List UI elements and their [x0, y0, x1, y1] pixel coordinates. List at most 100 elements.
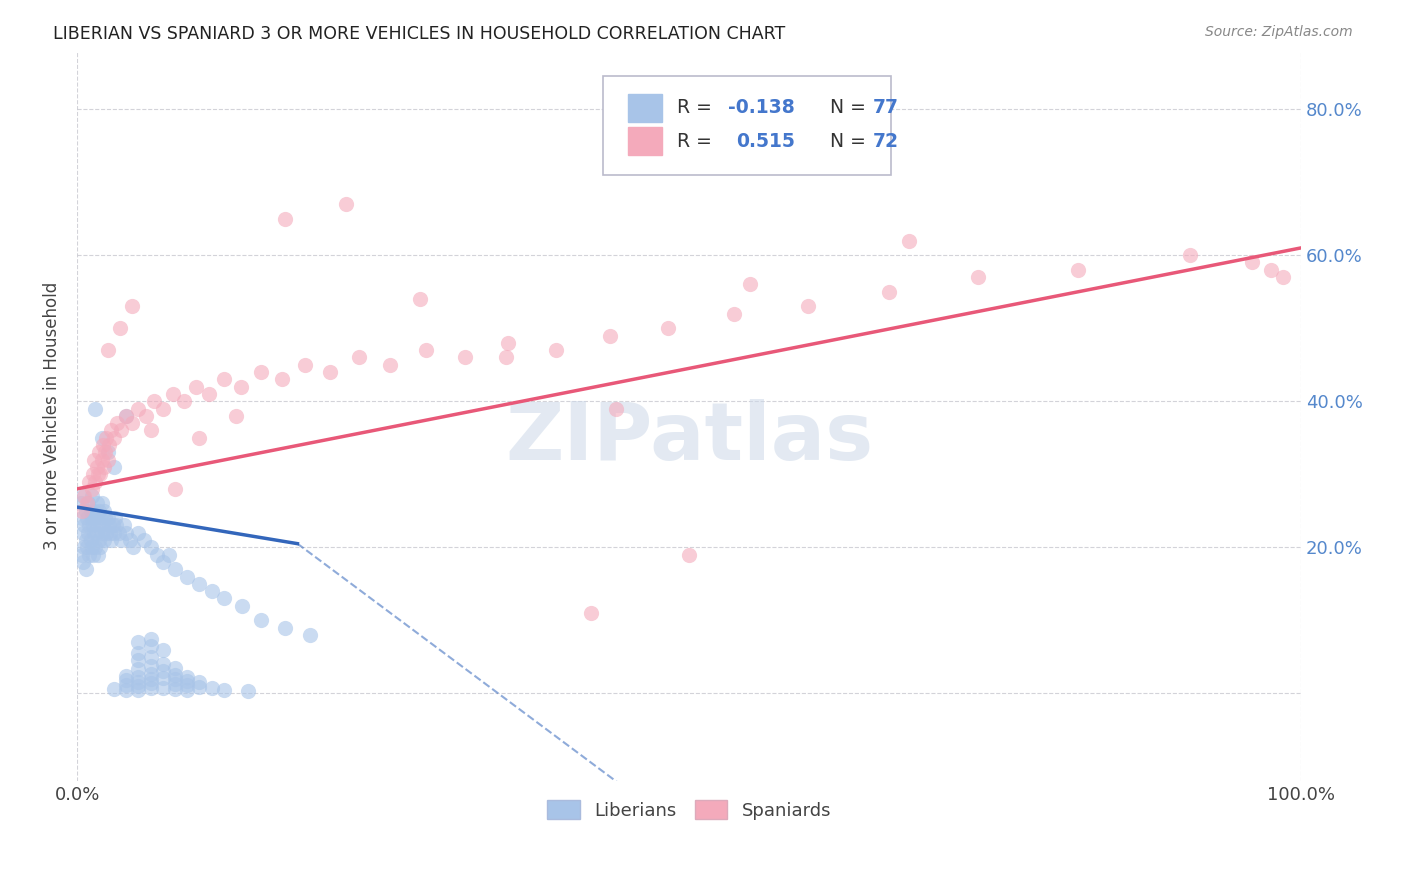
- Point: [1260, 262, 1282, 277]
- Point: [97, 343, 120, 357]
- Point: [122, 541, 145, 555]
- Point: [212, 683, 235, 698]
- Y-axis label: 3 or more Vehicles in Household: 3 or more Vehicles in Household: [44, 282, 60, 550]
- Point: [79, 533, 101, 547]
- Point: [163, 661, 186, 675]
- Point: [91, 518, 114, 533]
- Point: [115, 677, 138, 691]
- Point: [145, 548, 167, 562]
- Point: [105, 518, 128, 533]
- Point: [84, 541, 107, 555]
- Point: [152, 642, 174, 657]
- Point: [134, 533, 156, 547]
- Point: [967, 270, 990, 285]
- Point: [139, 639, 162, 653]
- Point: [75, 504, 97, 518]
- FancyBboxPatch shape: [628, 128, 662, 155]
- Point: [115, 409, 138, 423]
- Text: N =: N =: [818, 98, 872, 117]
- Text: -0.138: -0.138: [728, 98, 794, 117]
- Point: [80, 541, 103, 555]
- Point: [82, 518, 104, 533]
- Point: [152, 657, 174, 672]
- Point: [274, 621, 297, 635]
- Point: [80, 482, 103, 496]
- Point: [198, 387, 221, 401]
- Point: [188, 675, 211, 690]
- Point: [127, 679, 149, 693]
- Point: [135, 409, 157, 423]
- Point: [188, 431, 211, 445]
- Point: [82, 548, 104, 562]
- Point: [274, 211, 297, 226]
- Point: [84, 401, 107, 416]
- Point: [76, 541, 98, 555]
- Point: [73, 541, 96, 555]
- Point: [89, 511, 111, 525]
- Point: [104, 511, 127, 525]
- Point: [89, 541, 111, 555]
- Point: [86, 459, 108, 474]
- Point: [93, 504, 115, 518]
- Point: [335, 197, 357, 211]
- Point: [605, 401, 627, 416]
- Point: [69, 496, 91, 510]
- Text: R =: R =: [676, 98, 717, 117]
- Point: [877, 285, 900, 299]
- Point: [188, 576, 211, 591]
- Point: [127, 670, 149, 684]
- Point: [96, 525, 118, 540]
- Text: 77: 77: [873, 98, 898, 117]
- Point: [70, 504, 93, 518]
- Point: [89, 504, 111, 518]
- Point: [76, 511, 98, 525]
- Point: [176, 678, 198, 692]
- Point: [1271, 270, 1294, 285]
- Point: [143, 394, 166, 409]
- Point: [1241, 255, 1264, 269]
- Point: [139, 672, 162, 686]
- Point: [103, 525, 125, 540]
- Point: [115, 673, 138, 688]
- Point: [249, 613, 271, 627]
- Point: [380, 358, 402, 372]
- Point: [678, 548, 700, 562]
- Point: [173, 394, 195, 409]
- Point: [139, 681, 162, 695]
- Point: [188, 680, 211, 694]
- Point: [79, 504, 101, 518]
- Point: [176, 669, 198, 683]
- Point: [599, 328, 621, 343]
- Point: [229, 379, 252, 393]
- Point: [152, 665, 174, 679]
- Point: [139, 424, 162, 438]
- Point: [110, 424, 132, 438]
- Point: [90, 525, 112, 540]
- Point: [94, 445, 117, 459]
- Point: [110, 533, 132, 547]
- Point: [121, 416, 143, 430]
- Point: [176, 673, 198, 688]
- Point: [108, 321, 131, 335]
- Point: [1067, 262, 1090, 277]
- Point: [75, 562, 97, 576]
- Point: [152, 401, 174, 416]
- Point: [73, 489, 96, 503]
- Text: 72: 72: [873, 133, 898, 152]
- Point: [127, 683, 149, 698]
- Point: [157, 548, 180, 562]
- Point: [83, 504, 105, 518]
- Point: [115, 409, 138, 423]
- Point: [79, 518, 101, 533]
- Point: [107, 525, 129, 540]
- Point: [72, 555, 94, 569]
- Point: [89, 445, 111, 459]
- Point: [415, 343, 437, 357]
- Point: [1178, 248, 1201, 262]
- Point: [77, 525, 100, 540]
- Point: [73, 518, 96, 533]
- FancyBboxPatch shape: [603, 76, 891, 175]
- Point: [84, 511, 107, 525]
- Point: [103, 431, 125, 445]
- Point: [97, 518, 120, 533]
